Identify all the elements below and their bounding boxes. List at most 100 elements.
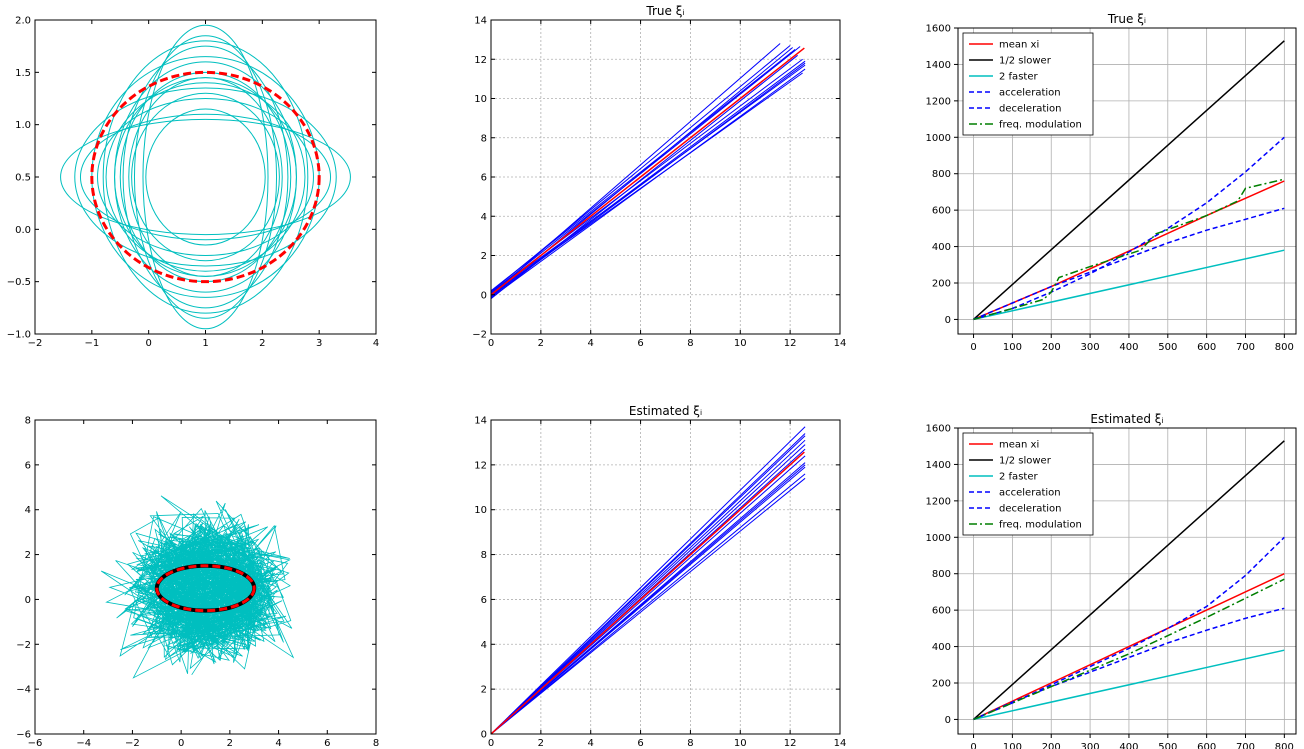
noisy-trajectory xyxy=(100,495,295,679)
x-tick-label: 8 xyxy=(687,338,693,349)
trajectory-ellipse xyxy=(60,118,351,236)
series-line xyxy=(973,178,1285,321)
x-tick-label: 2 xyxy=(538,338,544,349)
trajectory-ellipse xyxy=(128,77,283,277)
x-tick-label: 600 xyxy=(1197,742,1216,749)
series-line xyxy=(491,49,796,292)
trajectory-ellipse xyxy=(122,45,289,309)
y-tick-label: 2.0 xyxy=(15,16,31,27)
mean-ellipse xyxy=(90,70,321,284)
x-tick-label: 0 xyxy=(178,738,184,749)
trajectory-ellipse xyxy=(133,35,278,319)
x-tick-label: 0 xyxy=(488,738,494,749)
y-tick-label: 200 xyxy=(932,679,951,690)
trajectory-ellipse xyxy=(131,92,280,262)
x-tick-label: 6 xyxy=(637,338,643,349)
y-tick-label: 0 xyxy=(945,315,951,326)
trajectory-ellipse xyxy=(91,56,320,298)
x-tick-label: 100 xyxy=(1003,342,1022,353)
x-tick-label: −4 xyxy=(76,738,91,749)
x-tick-label: 4 xyxy=(588,738,594,749)
series-line xyxy=(973,207,1285,321)
x-tick-label: 0 xyxy=(970,742,976,749)
chart-top-right: 0 100 200 300 400 500 600 700 800 0 200 400 600 800 10… xyxy=(926,12,1297,353)
series-line xyxy=(973,578,1285,721)
chart-bottom-right: 0 100 200 300 400 500 600 700 800 0 200 400 600 800 10… xyxy=(926,412,1297,749)
legend-label: 2 faster xyxy=(999,72,1038,83)
chart-title: True ξᵢ xyxy=(1107,12,1146,26)
x-tick-label: 2 xyxy=(538,738,544,749)
y-tick-label: 4 xyxy=(25,505,31,516)
x-tick-label: 600 xyxy=(1197,342,1216,353)
y-tick-label: 4 xyxy=(481,640,487,651)
y-tick-label: −4 xyxy=(16,685,31,696)
x-tick-label: 6 xyxy=(324,738,330,749)
axes-frame xyxy=(957,427,1297,735)
x-tick-label: 0 xyxy=(970,342,976,353)
y-tick-label: 1.5 xyxy=(15,68,31,79)
chart-bottom-mid: 0 2 4 6 8 10 12 14 0 2 4 6 8 10 12 14 Estimated ξᵢ xyxy=(474,404,846,749)
x-tick-label: 200 xyxy=(1042,342,1061,353)
series-line xyxy=(491,43,781,296)
plot-area xyxy=(491,43,806,300)
y-tick-label: 8 xyxy=(481,550,487,561)
axes-frame xyxy=(957,27,1297,335)
legend-label: mean xi xyxy=(999,440,1039,451)
trajectory-ellipse xyxy=(97,98,314,256)
x-tick-label: 0 xyxy=(488,338,494,349)
y-tick-label: 0 xyxy=(25,595,31,606)
plot-area xyxy=(972,40,1285,321)
y-tick-label: 10 xyxy=(474,505,487,516)
y-tick-label: 1200 xyxy=(926,96,951,107)
x-tick-label: 700 xyxy=(1236,742,1255,749)
chart-title: Estimated ξᵢ xyxy=(629,404,702,418)
plot-area xyxy=(60,24,351,330)
x-tick-label: 800 xyxy=(1275,342,1294,353)
y-tick-label: 0.0 xyxy=(15,225,31,236)
series-line xyxy=(972,440,1285,720)
series-line xyxy=(491,451,805,734)
y-tick-label: 6 xyxy=(481,595,487,606)
y-tick-label: −2 xyxy=(472,330,487,341)
series-line xyxy=(973,607,1285,721)
plot-area xyxy=(100,495,295,679)
y-tick-label: 1.0 xyxy=(15,120,31,131)
axes-frame xyxy=(34,19,377,335)
series-line xyxy=(973,249,1285,321)
series-line xyxy=(973,649,1285,721)
y-tick-label: 1600 xyxy=(926,24,951,35)
x-tick-label: 6 xyxy=(637,738,643,749)
series-line xyxy=(972,40,1285,320)
y-tick-label: 0 xyxy=(481,290,487,301)
series-line xyxy=(491,62,806,298)
x-tick-label: 8 xyxy=(373,738,379,749)
trajectory-ellipse xyxy=(145,108,266,246)
y-tick-label: 12 xyxy=(474,55,487,66)
x-tick-label: 100 xyxy=(1003,742,1022,749)
legend-label: acceleration xyxy=(999,488,1061,499)
y-tick-label: 4 xyxy=(481,212,487,223)
y-tick-label: 1200 xyxy=(926,496,951,507)
x-tick-label: 400 xyxy=(1119,342,1138,353)
x-tick-label: 300 xyxy=(1081,742,1100,749)
y-tick-label: 800 xyxy=(932,569,951,580)
y-tick-label: 600 xyxy=(932,206,951,217)
x-tick-label: 300 xyxy=(1081,342,1100,353)
series-line xyxy=(491,464,806,734)
x-tick-label: 12 xyxy=(784,338,797,349)
x-tick-label: −2 xyxy=(125,738,140,749)
series-line xyxy=(973,136,1285,321)
y-tick-label: 14 xyxy=(474,416,487,427)
x-tick-label: 400 xyxy=(1119,742,1138,749)
series-line xyxy=(491,477,806,734)
y-tick-label: −2 xyxy=(16,640,31,651)
mean-ellipse xyxy=(155,564,256,613)
y-tick-label: 1600 xyxy=(926,424,951,435)
x-tick-label: 14 xyxy=(834,338,847,349)
series-line xyxy=(491,46,801,294)
x-tick-label: −6 xyxy=(28,738,43,749)
y-tick-label: −0.5 xyxy=(7,277,31,288)
y-tick-label: 6 xyxy=(25,460,31,471)
chart-title: True ξᵢ xyxy=(645,4,684,18)
